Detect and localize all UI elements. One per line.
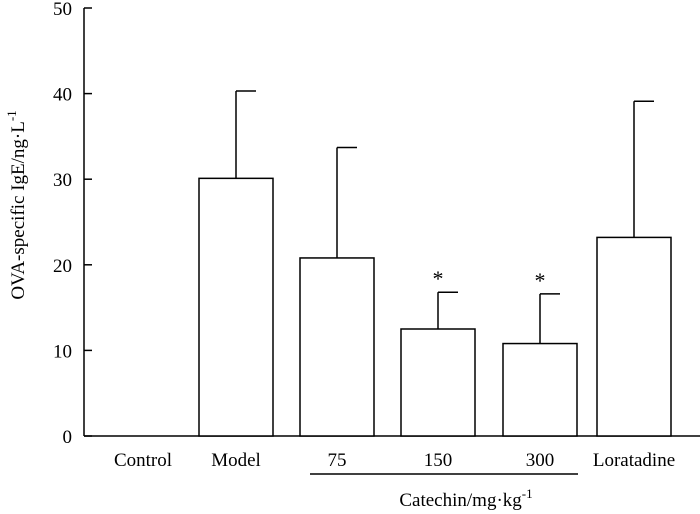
- bar: [502, 342, 578, 437]
- x-tick-label: Loratadine: [593, 450, 675, 471]
- bar: [400, 328, 476, 437]
- y-tick-label: 40: [53, 85, 72, 106]
- y-axis-label: OVA-specific IgE/ng·L-1: [4, 110, 29, 299]
- significance-marker: *: [535, 268, 546, 293]
- y-axis-label-superscript: -1: [4, 110, 19, 121]
- labels: Control Model 75 150 300 Loratadine: [114, 450, 675, 471]
- x-tick-label: Control: [114, 450, 172, 471]
- significance-marker: *: [433, 266, 444, 291]
- group-label: Catechin/mg·kg-1: [399, 486, 532, 511]
- y-tick-label: 50: [53, 0, 72, 20]
- y-tick-label: 0: [63, 427, 73, 448]
- x-tick-label: 300: [526, 450, 555, 471]
- bar: [596, 236, 672, 437]
- y-tick-label: 20: [53, 256, 72, 277]
- axes: 0 10 20 30 40 50: [53, 0, 700, 448]
- bar: [198, 177, 274, 437]
- x-tick-label: Model: [211, 450, 261, 471]
- y-tick-label: 10: [53, 341, 72, 362]
- x-tick-label: 75: [328, 450, 347, 471]
- bars: * *: [198, 90, 672, 437]
- group-label-superscript: -1: [522, 486, 533, 501]
- y-tick-label: 30: [53, 170, 72, 191]
- x-tick-label: 150: [424, 450, 453, 471]
- bar: [299, 257, 375, 437]
